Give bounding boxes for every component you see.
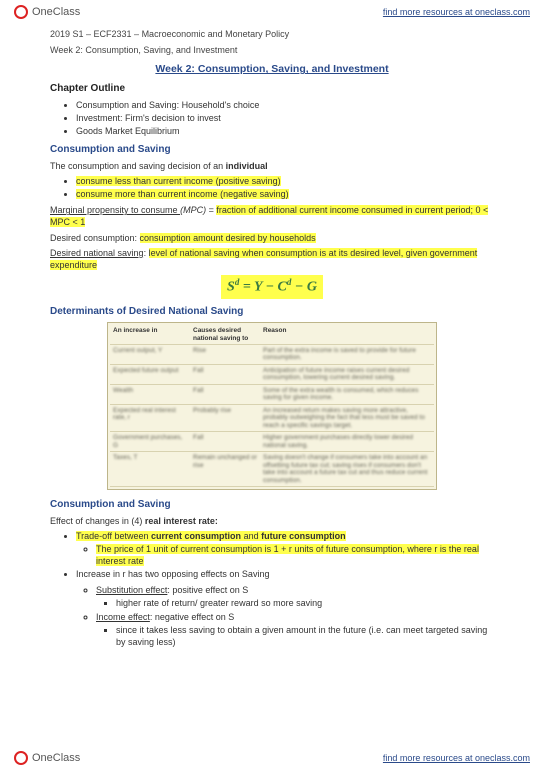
- list-item: since it takes less saving to obtain a g…: [116, 624, 494, 648]
- course-line: 2019 S1 – ECF2331 – Macroeconomic and Mo…: [50, 28, 494, 40]
- dns-table-wrap: An increase in Causes desired national s…: [107, 322, 437, 490]
- table-row: Government purchases, G Fall Higher gove…: [110, 432, 434, 452]
- brand-name: OneClass: [32, 752, 80, 764]
- table-cell: Fall: [190, 364, 260, 384]
- table-row: Taxes, T Remain unchanged or rise Saving…: [110, 452, 434, 487]
- desired-consumption: Desired consumption: consumption amount …: [50, 232, 494, 244]
- effects-sublist: Substitution effect: positive effect on …: [50, 584, 494, 648]
- table-cell: Current output, Y: [110, 344, 190, 364]
- text: =: [206, 205, 216, 215]
- text: and: [241, 531, 261, 541]
- list-item: consume more than current income (negati…: [76, 188, 494, 200]
- desired-saving: Desired national saving: level of nation…: [50, 247, 494, 271]
- list-item: The price of 1 unit of current consumpti…: [96, 543, 494, 567]
- table-cell: Some of the extra wealth is consumed, wh…: [260, 384, 434, 404]
- dns-table: An increase in Causes desired national s…: [110, 325, 434, 487]
- table-row: Expected future output Fall Anticipation…: [110, 364, 434, 384]
- table-row: Current output, Y Rise Part of the extra…: [110, 344, 434, 364]
- table-header: Causes desired national saving to: [190, 325, 260, 344]
- sub-list: The price of 1 unit of current consumpti…: [76, 543, 494, 567]
- top-bar: OneClass find more resources at oneclass…: [0, 0, 544, 24]
- list-item: Goods Market Equilibrium: [76, 125, 494, 137]
- outline-heading: Chapter Outline: [50, 82, 494, 96]
- bottom-tagline-link[interactable]: find more resources at oneclass.com: [383, 753, 530, 763]
- top-tagline-link[interactable]: find more resources at oneclass.com: [383, 7, 530, 17]
- table-header: An increase in: [110, 325, 190, 344]
- highlight-text: consume more than current income (negati…: [76, 189, 289, 199]
- table-cell: Expected future output: [110, 364, 190, 384]
- table-cell: Anticipation of future income raises cur…: [260, 364, 434, 384]
- table-cell: Remain unchanged or rise: [190, 452, 260, 487]
- table-cell: Saving doesn't change if consumers take …: [260, 452, 434, 487]
- list-item: Consumption and Saving: Household's choi…: [76, 99, 494, 111]
- table-cell: Higher government purchases directly low…: [260, 432, 434, 452]
- text: The consumption and saving decision of a…: [50, 161, 226, 171]
- dns-heading: Determinants of Desired National Saving: [50, 305, 494, 319]
- table-header: Reason: [260, 325, 434, 344]
- document-body: 2019 S1 – ECF2331 – Macroeconomic and Mo…: [0, 24, 544, 648]
- text: Desired consumption:: [50, 233, 140, 243]
- table-cell: Expected real interest rate, r: [110, 404, 190, 431]
- text-bold: current consumption: [151, 531, 241, 541]
- sub-list: since it takes less saving to obtain a g…: [96, 624, 494, 648]
- brand: OneClass: [14, 751, 80, 765]
- text: :: [144, 248, 149, 258]
- highlight-text: consumption amount desired by households: [140, 233, 316, 243]
- sub-list: higher rate of return/ greater reward so…: [96, 597, 494, 609]
- text-underline: Desired national saving: [50, 248, 144, 258]
- table-cell: Probably rise: [190, 404, 260, 431]
- table-row: Wealth Fall Some of the extra wealth is …: [110, 384, 434, 404]
- cs2-heading: Consumption and Saving: [50, 498, 494, 512]
- text: Effect of changes in (4): [50, 516, 145, 526]
- brand: OneClass: [14, 5, 80, 19]
- equation: Sd = Y − Cd − G: [221, 275, 323, 299]
- highlight-text: consume less than current income (positi…: [76, 176, 281, 186]
- cs-heading: Consumption and Saving: [50, 143, 494, 157]
- bottom-bar: OneClass find more resources at oneclass…: [0, 746, 544, 770]
- week-line: Week 2: Consumption, Saving, and Investm…: [50, 44, 494, 56]
- brand-logo-icon: [14, 751, 28, 765]
- list-item: consume less than current income (positi…: [76, 175, 494, 187]
- text-bold: individual: [226, 161, 268, 171]
- outline-list: Consumption and Saving: Household's choi…: [50, 99, 494, 137]
- text-bold: future consumption: [261, 531, 346, 541]
- text-underline: Substitution effect: [96, 585, 167, 595]
- text-underline: Income effect: [96, 612, 150, 622]
- cs-points: consume less than current income (positi…: [50, 175, 494, 200]
- list-item: Income effect: negative effect on S sinc…: [96, 611, 494, 648]
- mpc-line: Marginal propensity to consume (MPC) = f…: [50, 204, 494, 228]
- equation-wrap: Sd = Y − Cd − G: [50, 275, 494, 299]
- brand-name: OneClass: [32, 6, 80, 18]
- list-item: higher rate of return/ greater reward so…: [116, 597, 494, 609]
- highlight-text: The price of 1 unit of current consumpti…: [96, 544, 479, 566]
- table-cell: Fall: [190, 432, 260, 452]
- list-item: Substitution effect: positive effect on …: [96, 584, 494, 609]
- effects-list: Trade-off between current consumption an…: [50, 530, 494, 581]
- list-item: Trade-off between current consumption an…: [76, 530, 494, 567]
- text: : negative effect on S: [150, 612, 234, 622]
- table-cell: Government purchases, G: [110, 432, 190, 452]
- text-underline: Marginal propensity to consume: [50, 205, 180, 215]
- list-item: Increase in r has two opposing effects o…: [76, 568, 494, 580]
- text-italic: (MPC): [180, 205, 206, 215]
- text: Trade-off between: [76, 531, 151, 541]
- table-cell: Taxes, T: [110, 452, 190, 487]
- brand-logo-icon: [14, 5, 28, 19]
- table-cell: Rise: [190, 344, 260, 364]
- cs-intro: The consumption and saving decision of a…: [50, 160, 494, 172]
- table-head-row: An increase in Causes desired national s…: [110, 325, 434, 344]
- table-cell: Fall: [190, 384, 260, 404]
- table-row: Expected real interest rate, r Probably …: [110, 404, 434, 431]
- effect-line: Effect of changes in (4) real interest r…: [50, 515, 494, 527]
- table-cell: Wealth: [110, 384, 190, 404]
- table-cell: Part of the extra income is saved to pro…: [260, 344, 434, 364]
- page-title: Week 2: Consumption, Saving, and Investm…: [50, 62, 494, 76]
- highlight-text: Trade-off between current consumption an…: [76, 531, 346, 541]
- list-item: Investment: Firm's decision to invest: [76, 112, 494, 124]
- text-bold: real interest rate:: [145, 516, 218, 526]
- text: : positive effect on S: [167, 585, 248, 595]
- table-cell: An increased return makes saving more at…: [260, 404, 434, 431]
